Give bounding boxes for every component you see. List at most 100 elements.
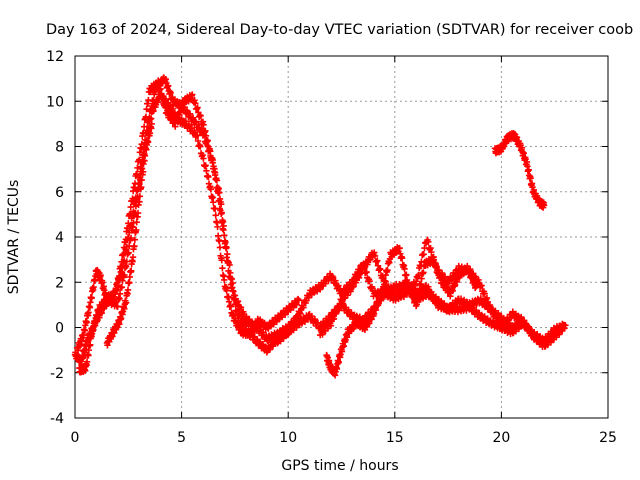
axis-ticks: 0 5 10 15 20 25 -4 -2 0 2 4 6 8 10 12 [46, 49, 617, 446]
y-tick-label: 4 [55, 230, 64, 246]
data-point [194, 132, 201, 139]
data-point [189, 91, 196, 98]
data-point [207, 147, 214, 155]
data-point [131, 242, 138, 250]
data-point [113, 286, 120, 293]
data-point [333, 308, 341, 315]
data-point [519, 319, 526, 327]
data-point [420, 251, 427, 258]
data-point [120, 251, 127, 258]
data-point [381, 277, 389, 285]
data-point [211, 205, 219, 213]
data-point [85, 309, 92, 316]
data-point [80, 331, 87, 339]
data-point [418, 275, 425, 282]
data-point [118, 283, 126, 291]
data-point [227, 303, 235, 310]
data-point [220, 222, 227, 230]
data-point [157, 85, 164, 93]
data-point [200, 155, 207, 162]
data-point [122, 299, 130, 306]
data-point [335, 358, 342, 366]
data-point [405, 279, 413, 287]
data-point [212, 212, 219, 219]
data-point [121, 271, 128, 279]
series-track-i [491, 130, 548, 211]
data-point [125, 249, 132, 256]
data-point [126, 279, 133, 286]
data-point [162, 104, 169, 111]
data-point [93, 313, 101, 320]
data-point [126, 210, 134, 218]
y-tick-label: 12 [46, 49, 64, 65]
series-track-g [316, 236, 526, 339]
x-tick-label: 10 [279, 430, 297, 446]
data-point [155, 81, 162, 88]
series-track-d [103, 120, 155, 349]
data-point [99, 279, 106, 286]
data-point [417, 281, 425, 288]
data-point [415, 271, 422, 279]
data-point [80, 353, 87, 361]
data-point [209, 159, 216, 166]
data-point [472, 283, 480, 290]
series-track-h [323, 244, 480, 379]
data-point [221, 276, 228, 284]
data-point [232, 301, 239, 308]
x-tick-label: 0 [71, 430, 80, 446]
x-axis-label: GPS time / hours [281, 458, 398, 474]
y-tick-label: 8 [55, 140, 64, 156]
data-point [218, 209, 226, 216]
data-point [222, 245, 230, 252]
data-point [138, 176, 145, 184]
data-point [205, 173, 212, 181]
data-point [295, 297, 303, 304]
data-point [97, 272, 104, 279]
data-point [562, 322, 569, 329]
data-point [125, 220, 132, 227]
data-point [167, 89, 174, 97]
data-point [214, 223, 221, 231]
x-tick-label: 20 [492, 430, 510, 446]
data-point [219, 265, 226, 272]
data-point [211, 165, 218, 173]
data-point [197, 112, 204, 119]
data-point [408, 287, 415, 294]
data-point [150, 107, 157, 115]
data-point [114, 303, 121, 310]
data-point [216, 189, 223, 196]
data-point [141, 152, 149, 160]
series-track-b [73, 90, 303, 354]
data-point [197, 143, 204, 150]
data-point [204, 137, 211, 144]
data-points [71, 74, 569, 379]
data-point [420, 269, 427, 276]
data-point [134, 209, 142, 217]
data-point [481, 290, 488, 297]
data-point [413, 301, 420, 308]
data-point [147, 115, 155, 122]
data-point [83, 318, 90, 326]
data-point [136, 193, 144, 200]
y-tick-label: 0 [55, 321, 64, 337]
data-point [122, 236, 130, 243]
data-point [415, 288, 423, 295]
data-point [200, 121, 207, 129]
data-point [213, 177, 221, 184]
data-point [223, 287, 230, 294]
data-point [138, 183, 145, 191]
data-point [229, 287, 236, 294]
data-point [127, 203, 134, 211]
data-point [366, 277, 373, 285]
data-point [350, 283, 357, 290]
data-point [384, 267, 391, 274]
data-point [216, 237, 223, 245]
data-point [145, 96, 152, 104]
data-point [148, 120, 155, 128]
data-point [434, 266, 442, 274]
data-point [192, 100, 199, 107]
data-point [143, 105, 150, 113]
data-point [127, 267, 135, 275]
data-point [398, 254, 406, 262]
